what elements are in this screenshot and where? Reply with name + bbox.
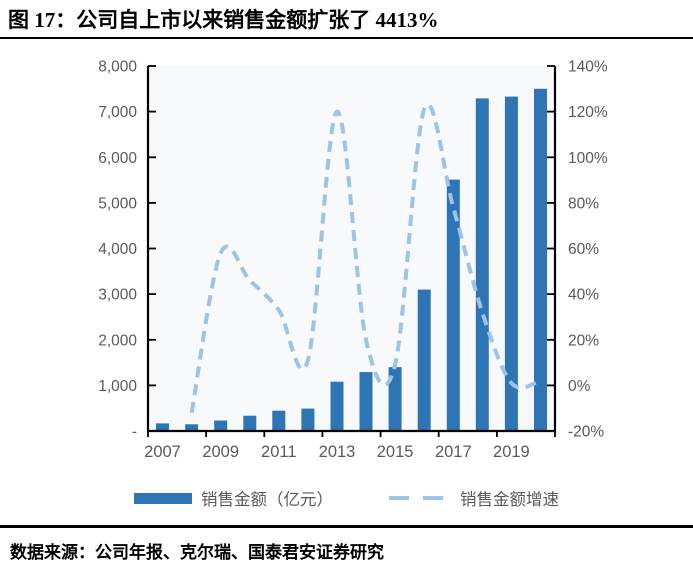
legend-bar-label: 销售金额（亿元） <box>201 491 333 510</box>
left-axis-labels: - 1,000 2,000 3,000 4,000 5,000 6,000 7,000 8,00… <box>98 59 137 441</box>
title-divider <box>0 37 693 40</box>
chart-canvas: - 1,000 2,000 3,000 4,000 5,000 6,000 7,000 8,00… <box>98 59 608 462</box>
bar-2015 <box>388 367 402 432</box>
legend-line-label: 销售金额增速 <box>460 491 559 510</box>
left-tick-label: 1,000 <box>98 378 137 395</box>
legend-bar-swatch-icon <box>134 492 192 504</box>
right-tick-label: -20% <box>568 424 604 441</box>
x-tick-label: 2019 <box>493 443 530 461</box>
bar-2016 <box>417 289 431 432</box>
left-tick-label: 7,000 <box>98 104 137 121</box>
x-axis-labels: 2007 2009 2011 2013 2015 2017 2019 <box>144 443 530 461</box>
bar-2008 <box>185 424 199 432</box>
bar-2007 <box>156 423 169 432</box>
x-tick-label: 2017 <box>435 443 472 461</box>
plot-background <box>148 66 555 432</box>
right-tick-label: 20% <box>568 333 599 350</box>
source-divider <box>0 525 693 529</box>
right-axis-labels: -20% 0% 20% 40% 60% 80% 100% 120% 140% <box>568 59 608 441</box>
legend-item-growth: 销售金额增速 <box>389 486 559 510</box>
bar-2013 <box>330 381 344 432</box>
bar-2019 <box>504 96 518 432</box>
x-tick-label: 2015 <box>377 443 414 461</box>
left-tick-label: 5,000 <box>98 196 137 213</box>
left-tick-label: 2,000 <box>98 333 137 350</box>
growth-line-series <box>189 103 542 414</box>
right-tick-label: 100% <box>568 150 608 167</box>
right-tick-label: 140% <box>568 59 608 76</box>
bar-2010 <box>243 415 257 432</box>
bar-2018 <box>475 98 489 432</box>
right-tick-label: 60% <box>568 241 599 258</box>
x-tick-label: 2013 <box>319 443 356 461</box>
bar-2009 <box>214 420 228 432</box>
axis-ticks <box>147 65 556 438</box>
x-tick-label: 2011 <box>261 443 296 461</box>
left-tick-label: 3,000 <box>98 287 137 304</box>
right-tick-label: 120% <box>568 104 608 121</box>
left-tick-label: 4,000 <box>98 241 137 258</box>
chart-legend: 销售金额（亿元） 销售金额增速 <box>0 471 693 525</box>
right-tick-label: 40% <box>568 287 599 304</box>
bar-2020 <box>534 89 547 432</box>
bar-2017 <box>446 179 460 432</box>
bars-series <box>156 89 547 432</box>
left-tick-label: 8,000 <box>98 59 137 76</box>
left-tick-label: 6,000 <box>98 150 137 167</box>
legend-item-sales: 销售金额（亿元） <box>134 486 333 510</box>
right-tick-label: 80% <box>568 196 599 213</box>
x-tick-label: 2009 <box>202 443 239 461</box>
bar-2014 <box>359 372 373 432</box>
right-tick-label: 0% <box>568 378 591 395</box>
figure-title: 图 17：公司自上市以来销售金额扩张了 4413% <box>8 8 439 32</box>
legend-dashed-line-swatch-icon <box>389 496 451 501</box>
sales-chart: - 1,000 2,000 3,000 4,000 5,000 6,000 7,000 8,00… <box>0 53 693 471</box>
bar-2012 <box>301 408 315 432</box>
left-tick-label: - <box>132 424 137 441</box>
data-source: 数据来源：公司年报、克尔瑞、国泰君安证券研究 <box>10 543 384 563</box>
bar-2011 <box>272 410 286 432</box>
x-tick-label: 2007 <box>144 443 181 461</box>
